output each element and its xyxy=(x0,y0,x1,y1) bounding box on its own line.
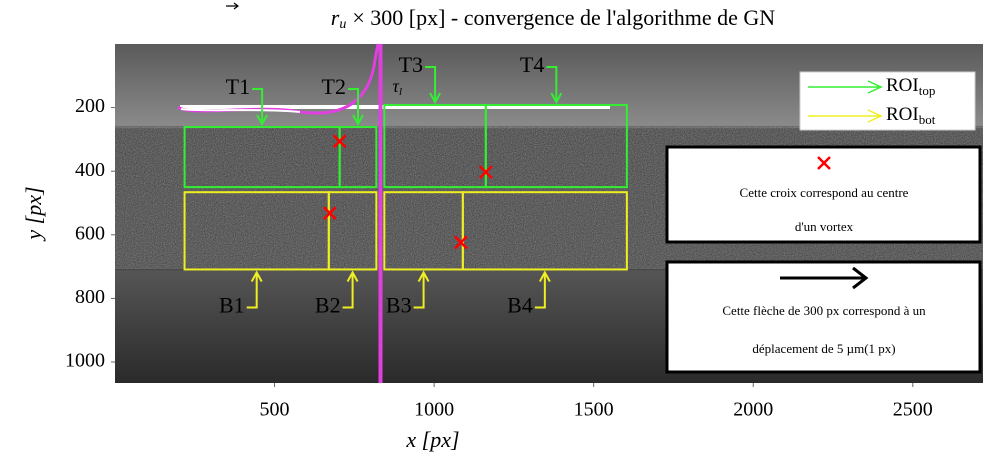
note-text: déplacement de 5 µm(1 px) xyxy=(752,341,895,356)
region-label: B3 xyxy=(386,293,412,318)
y-axis-label: y [px] xyxy=(21,186,46,241)
callout-arrow xyxy=(534,270,551,309)
x-tick-label: 2500 xyxy=(893,399,933,421)
y-tick-label: 800 xyxy=(75,286,105,308)
region xyxy=(461,191,628,271)
region xyxy=(338,126,378,189)
x-axis-label: x [px] xyxy=(405,427,459,452)
legend-swatch xyxy=(808,109,883,123)
note-text: d'un vortex xyxy=(795,219,854,234)
x-tick-label: 1500 xyxy=(574,399,614,421)
note-text: Cette flèche de 300 px correspond à un xyxy=(722,303,926,318)
x-tick-label: 1000 xyxy=(414,399,454,421)
note-box xyxy=(665,260,982,374)
region-label: T4 xyxy=(520,52,544,77)
legend-label: ROIbot xyxy=(886,104,936,127)
y-tick-label: 200 xyxy=(75,95,105,117)
vortex-center xyxy=(478,165,493,180)
note-arrow xyxy=(780,266,869,290)
chart-title: ru × 300 [px] - convergence de l'algorith… xyxy=(331,5,775,32)
curve-outline xyxy=(180,108,301,113)
callout-arrow xyxy=(252,88,268,127)
x-tick-label: 2000 xyxy=(733,399,773,421)
region-label: T1 xyxy=(226,74,250,99)
vector-arrow xyxy=(226,2,239,10)
region-label: T3 xyxy=(399,52,423,77)
region-label: B1 xyxy=(219,293,245,318)
legend-name: ROI xyxy=(886,104,919,125)
vortex-center xyxy=(454,235,468,250)
region xyxy=(484,104,628,189)
callout-arrow xyxy=(425,66,441,105)
legend xyxy=(799,71,976,131)
callout-arrow xyxy=(413,270,430,309)
tau-subscript: l xyxy=(399,86,402,98)
callout-arrow xyxy=(348,88,364,127)
region xyxy=(327,191,378,271)
y-tick-label: 1000 xyxy=(65,350,105,372)
y-tick-label: 400 xyxy=(75,159,105,181)
legend-subscript: top xyxy=(919,83,936,98)
x-tick-label: 500 xyxy=(260,399,290,421)
y-tick-label: 600 xyxy=(75,222,105,244)
callout-arrow xyxy=(546,66,563,105)
callout-arrow xyxy=(246,270,263,309)
legend-swatch xyxy=(808,80,883,94)
legend-subscript: bot xyxy=(919,112,936,127)
tau-symbol: τ xyxy=(393,76,400,96)
legend-label: ROItop xyxy=(886,75,935,98)
callout-arrow xyxy=(342,270,359,309)
note-cross xyxy=(817,156,831,170)
region-label: B2 xyxy=(315,293,341,318)
region-label: T2 xyxy=(322,74,346,99)
tau-label: τl xyxy=(393,76,403,97)
legend-name: ROI xyxy=(886,75,919,96)
note-text: Cette croix correspond au centre xyxy=(740,185,909,200)
vortex-center xyxy=(332,134,347,149)
vortex-center xyxy=(322,206,337,221)
region-label: B4 xyxy=(507,293,533,318)
